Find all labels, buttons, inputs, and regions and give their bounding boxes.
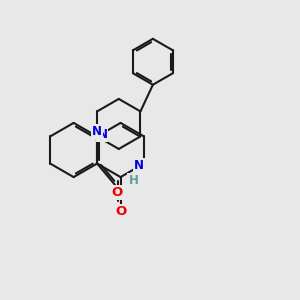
Text: H: H (128, 174, 138, 187)
Text: N: N (92, 125, 102, 138)
Text: O: O (111, 186, 122, 199)
Text: O: O (115, 205, 126, 218)
Text: N: N (98, 128, 107, 142)
Text: N: N (134, 158, 144, 172)
